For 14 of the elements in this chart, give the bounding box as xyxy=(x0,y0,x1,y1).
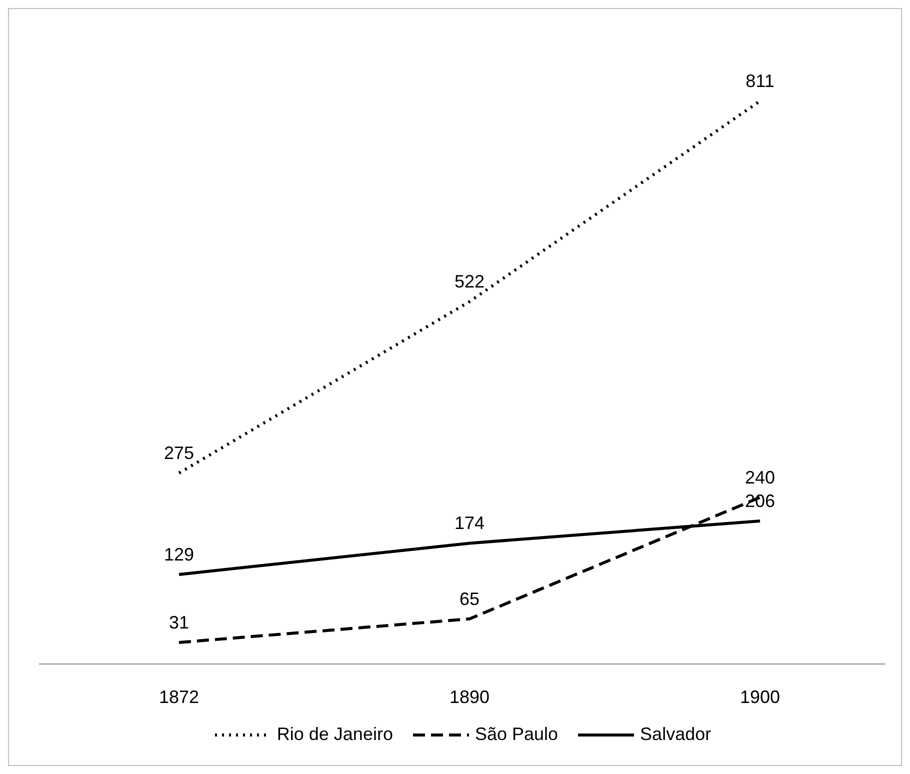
data-label: 31 xyxy=(168,612,190,632)
legend-label: Salvador xyxy=(640,724,712,745)
x-tick-label: 1900 xyxy=(740,686,780,707)
legend-label: Rio de Janeiro xyxy=(276,724,393,745)
data-label: 275 xyxy=(164,443,194,464)
x-tick-label: 1890 xyxy=(449,686,490,707)
data-label: 522 xyxy=(454,272,485,292)
data-label: 129 xyxy=(164,544,194,564)
data-label: 240 xyxy=(744,467,776,488)
legend-label: São Paulo xyxy=(474,724,558,745)
data-label: 65 xyxy=(459,588,480,609)
x-tick-label: 1872 xyxy=(158,686,200,707)
data-label: 811 xyxy=(746,71,774,91)
data-label: 174 xyxy=(454,513,485,534)
